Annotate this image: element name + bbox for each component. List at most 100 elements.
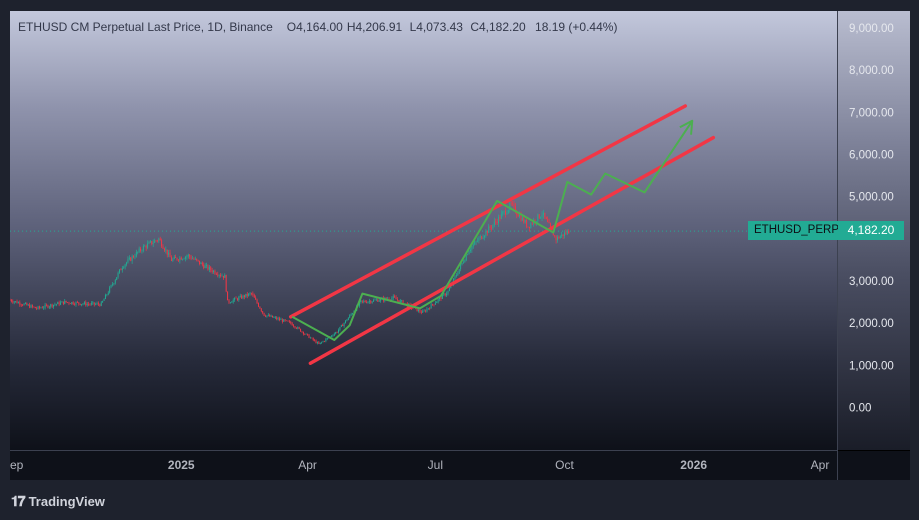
candle-body	[119, 269, 120, 273]
candle-body	[121, 268, 123, 271]
candle-body	[286, 320, 288, 322]
candle-body	[457, 273, 459, 276]
candle-body	[401, 300, 403, 301]
candle-body	[512, 203, 514, 204]
candle-body	[128, 257, 130, 260]
chart-canvas[interactable]: 9,000.00 8,000.00 7,000.00 6,000.00 5,000.00…	[10, 11, 910, 480]
candle-body	[131, 256, 133, 261]
candle-body	[154, 240, 156, 243]
plot-area[interactable]	[10, 11, 837, 450]
candle-body	[214, 270, 216, 274]
channel-lower-line[interactable]	[308, 135, 716, 365]
candle-body	[280, 319, 282, 321]
candle-body	[405, 303, 407, 305]
candle-body	[151, 241, 153, 245]
candle-body	[336, 332, 338, 333]
candle-body	[203, 264, 205, 269]
candle-body	[319, 342, 321, 344]
candle-body	[53, 304, 55, 307]
candle-body	[250, 293, 252, 294]
candle-body	[283, 319, 285, 322]
candle-body	[513, 203, 515, 206]
candle-body	[156, 240, 158, 242]
candle-body	[48, 306, 50, 308]
candle-body	[208, 267, 210, 270]
candle-body	[439, 297, 441, 300]
candle-body	[467, 254, 469, 255]
candle-body	[373, 299, 375, 302]
candle-body	[173, 256, 175, 259]
candle-body	[326, 337, 328, 339]
drawings-group[interactable]	[289, 104, 716, 365]
candle-body	[102, 301, 104, 303]
candle-body	[103, 299, 105, 302]
candle-body	[175, 256, 177, 258]
tradingview-logo[interactable]: 𝟏𝟕 TradingView	[11, 493, 105, 510]
candle-body	[346, 320, 348, 321]
candle-body	[471, 246, 473, 250]
candle-body	[447, 291, 449, 294]
candle-body	[507, 210, 509, 213]
candle-body	[446, 293, 448, 296]
candle-body	[555, 235, 557, 241]
candle-body	[168, 252, 170, 255]
candle-body	[380, 298, 382, 301]
candle-body	[265, 315, 266, 317]
candle-body	[538, 214, 540, 219]
candle-body	[562, 234, 564, 237]
candle-body	[492, 224, 494, 229]
candle-body	[137, 251, 139, 253]
candle-body	[239, 295, 241, 298]
candle-body	[561, 234, 563, 237]
candle-body	[211, 270, 213, 273]
candle-body	[155, 240, 157, 242]
candle-body	[113, 283, 115, 285]
candle-body	[294, 326, 296, 328]
price-tick-label: 7,000.00	[849, 107, 894, 119]
time-axis[interactable]	[10, 451, 838, 480]
legend-close-key: C	[470, 20, 479, 34]
candle-body	[183, 258, 185, 260]
candle-body	[307, 333, 309, 335]
candle-body	[462, 262, 464, 263]
candle-body	[432, 304, 434, 305]
candle-body	[107, 292, 109, 295]
candle-body	[530, 223, 532, 228]
candle-body	[339, 326, 341, 330]
candle-body	[441, 294, 443, 299]
candle-body	[207, 265, 209, 270]
chart-frame[interactable]: 9,000.00 8,000.00 7,000.00 6,000.00 5,000.00…	[10, 11, 910, 480]
candle-body	[330, 336, 332, 337]
candle-body	[106, 294, 108, 296]
candle-body	[133, 256, 135, 258]
candle-body	[274, 317, 276, 318]
candle-body	[481, 236, 483, 239]
candle-body	[475, 241, 477, 242]
candle-body	[392, 296, 394, 299]
candle-body	[485, 230, 487, 236]
price-tick-label: 5,000.00	[849, 192, 894, 204]
candle-body	[200, 262, 202, 265]
candle-body	[514, 205, 516, 213]
candle-body	[30, 305, 32, 308]
candle-body	[426, 308, 428, 312]
channel-upper-line[interactable]	[289, 104, 687, 319]
candle-body	[549, 223, 551, 227]
candle-body	[229, 302, 231, 304]
candle-body	[455, 275, 457, 277]
candle-body	[58, 302, 60, 305]
candle-body	[260, 308, 262, 312]
candle-body	[295, 327, 297, 329]
candle-body	[83, 302, 85, 304]
candle-body	[316, 342, 318, 344]
candle-body	[495, 221, 497, 222]
candle-body	[189, 254, 191, 257]
candle-body	[177, 259, 179, 261]
projection-path[interactable]	[291, 120, 694, 341]
candle-body	[23, 303, 25, 306]
candle-body	[217, 274, 219, 276]
legend-symbol: ETHUSD CM Perpetual Last Price, 1D, Bina…	[18, 20, 273, 34]
candle-body	[20, 304, 22, 306]
price-tick-label: 6,000.00	[849, 149, 894, 161]
projection-arrow-head	[679, 119, 694, 135]
